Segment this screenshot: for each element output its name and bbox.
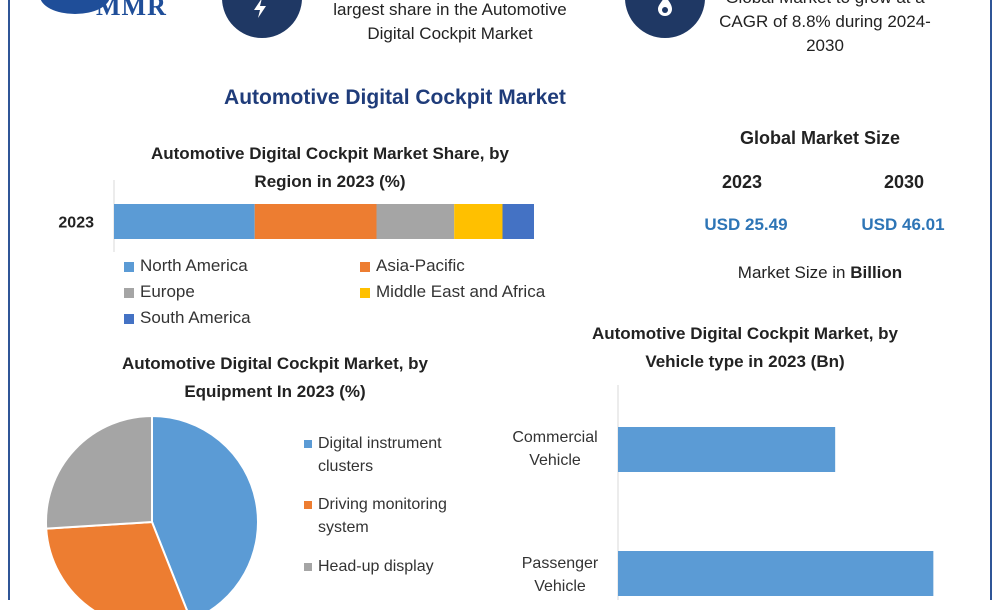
pie-legend-line: system	[318, 519, 369, 536]
legend-europe: Europe	[124, 282, 195, 302]
year-2023: 2023	[721, 172, 763, 192]
unit-bold: Billion	[850, 263, 903, 282]
pie-slice-driving-monitoring-system	[45, 520, 188, 610]
pie-legend-line: clusters	[318, 458, 374, 475]
vehicle-label-passenger: Passenger Vehicle	[495, 552, 625, 598]
vehicle-label-line: Commercial	[512, 429, 598, 446]
legend-swatch	[304, 563, 312, 571]
left-caption-line2: Digital Cockpit Market	[367, 24, 533, 43]
region-category-label: 2023	[58, 215, 94, 232]
legend-swatch	[304, 501, 312, 509]
global-market-title: Global Market Size	[739, 128, 901, 148]
legend-swatch	[304, 440, 312, 448]
legend-label: Asia-Pacific	[376, 256, 465, 275]
market-value-2030: USD 46.01	[861, 215, 945, 234]
pie-legend-driving-monitoring-system: Driving monitoring system	[304, 493, 447, 539]
market-value-2023: USD 25.49	[704, 215, 788, 234]
region-segment-north-america	[114, 204, 255, 239]
vehicle-label-line: Passenger	[521, 555, 599, 572]
legend-swatch	[124, 313, 134, 324]
region-segment-asia-pacific	[254, 204, 377, 239]
right-caption-line0: Global Market to grow at a	[705, 0, 945, 10]
infographic-frame	[8, 0, 992, 600]
equipment-chart-title-line1: Automotive Digital Cockpit Market, by	[121, 354, 429, 373]
region-segment-south-america	[502, 204, 534, 239]
region-chart-title-line1: Automotive Digital Cockpit Market Share,…	[150, 144, 509, 163]
mmr-logo-globe	[40, 0, 110, 14]
legend-asia-pacific: Asia-Pacific	[360, 256, 465, 276]
legend-north-america: North America	[124, 256, 248, 276]
region-chart-title-line2: Region in 2023 (%)	[254, 172, 406, 191]
vehicle-bar-commercial-vehicle	[618, 427, 836, 472]
legend-south-america: South America	[124, 308, 251, 328]
market-size-unit: Market Size in Billion	[700, 263, 940, 283]
region-segment-middle-east-and-africa	[454, 204, 503, 239]
vehicle-label-line: Vehicle	[534, 578, 586, 595]
vehicle-label-line: Vehicle	[529, 452, 581, 469]
region-chart-title: Automotive Digital Cockpit Market Share,…	[95, 140, 565, 196]
lightning-icon	[222, 0, 302, 38]
legend-label: South America	[140, 308, 251, 327]
vehicle-chart-title-line1: Automotive Digital Cockpit Market, by	[591, 324, 899, 343]
region-segment-europe	[376, 204, 455, 239]
legend-label: Europe	[140, 282, 195, 301]
main-title: Automotive Digital Cockpit Market	[224, 86, 566, 109]
vehicle-bar-passenger-vehicle	[618, 551, 934, 596]
right-caption: Global Market to grow at a CAGR of 8.8% …	[705, 0, 945, 58]
equipment-pie-chart	[45, 414, 259, 610]
legend-swatch	[360, 287, 370, 298]
legend-label: Middle East and Africa	[376, 282, 546, 301]
pie-legend-line: Head-up display	[318, 558, 434, 575]
pie-legend-line: Driving monitoring	[318, 496, 447, 513]
legend-swatch	[360, 261, 370, 272]
legend-label: North America	[140, 256, 248, 275]
left-caption-line1: largest share in the Automotive	[333, 0, 567, 19]
legend-swatch	[124, 287, 134, 298]
unit-prefix: Market Size in	[737, 263, 851, 282]
vehicle-label-commercial: Commercial Vehicle	[495, 426, 615, 472]
right-caption-line1: CAGR of 8.8% during 2024-	[719, 12, 931, 31]
pie-legend-head-up-display: Head-up display	[304, 555, 434, 578]
pie-legend-line: Digital instrument	[318, 435, 442, 452]
equipment-chart-title-line2: Equipment In 2023 (%)	[184, 382, 366, 401]
vehicle-chart-title: Automotive Digital Cockpit Market, by Ve…	[545, 320, 945, 376]
vehicle-bar-chart	[617, 385, 934, 600]
equipment-chart-title: Automotive Digital Cockpit Market, by Eq…	[50, 350, 500, 406]
legend-middle-east-africa: Middle East and Africa	[360, 282, 545, 302]
flame-icon	[625, 0, 705, 38]
pie-legend-digital-instrument-clusters: Digital instrument clusters	[304, 432, 442, 478]
mmr-logo-text: MMR	[96, 0, 167, 21]
region-stacked-bar-chart: 2023	[58, 180, 534, 252]
vehicle-chart-title-line2: Vehicle type in 2023 (Bn)	[645, 352, 845, 371]
right-caption-line2: 2030	[806, 36, 844, 55]
left-caption: largest share in the Automotive Digital …	[300, 0, 600, 46]
year-2030: 2030	[883, 172, 925, 192]
legend-swatch	[124, 261, 134, 272]
pie-slice-head-up-display	[45, 414, 153, 530]
